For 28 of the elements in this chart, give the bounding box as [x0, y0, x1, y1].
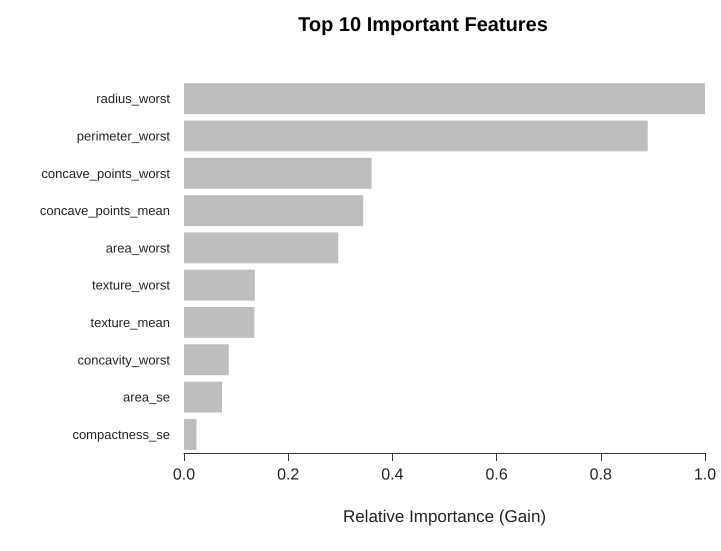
chart-title: Top 10 Important Features: [298, 14, 548, 36]
bar: [184, 232, 338, 264]
y-tick-label: radius_worst: [96, 91, 170, 106]
bar: [184, 120, 648, 152]
bar: [184, 83, 705, 114]
bar: [184, 158, 372, 189]
y-tick-label: concave_points_mean: [40, 203, 170, 218]
y-tick-label: concavity_worst: [78, 352, 170, 368]
x-tick-label: 0.6: [485, 466, 508, 484]
y-tick-label: concave_points_worst: [41, 166, 170, 181]
bar: [184, 418, 197, 450]
y-tick-label: texture_worst: [92, 278, 170, 293]
y-tick-label: area_se: [123, 390, 170, 405]
y-tick-label: area_worst: [106, 240, 170, 256]
x-tick-label: 0.2: [277, 466, 300, 484]
y-tick-label: perimeter_worst: [76, 128, 170, 144]
x-tick-label: 0.4: [381, 466, 404, 484]
bar: [184, 344, 229, 376]
bar: [184, 270, 255, 301]
bar: [184, 195, 364, 226]
bar: [184, 382, 222, 413]
x-tick-label: 1.0: [694, 466, 716, 484]
y-tick-label: compactness_se: [72, 426, 170, 442]
bar: [184, 306, 254, 338]
y-tick-label: texture_mean: [90, 314, 170, 330]
x-axis-title: Relative Importance (Gain): [342, 507, 546, 526]
x-tick-label: 0.8: [590, 466, 612, 484]
x-tick-label: 0.0: [172, 466, 196, 484]
